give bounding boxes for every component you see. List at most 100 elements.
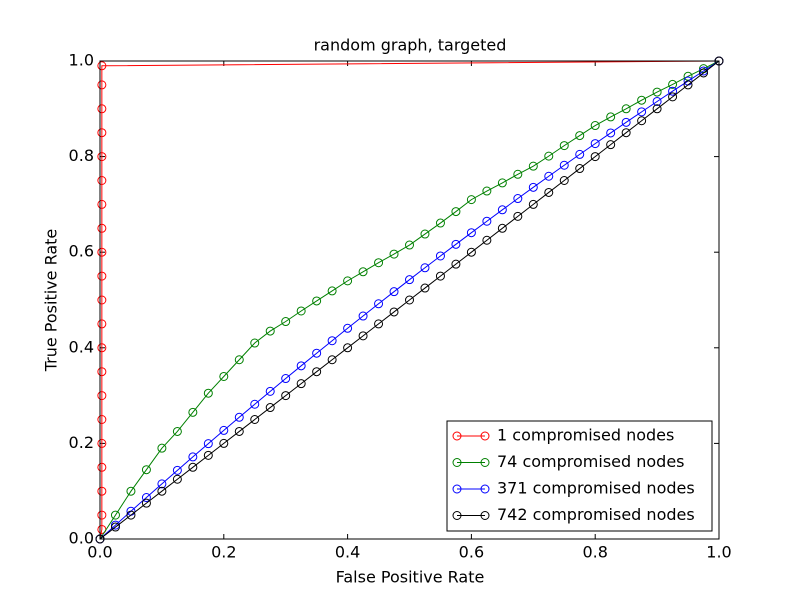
- data-point: [637, 116, 647, 126]
- data-point: [652, 96, 662, 106]
- data-point: [513, 211, 523, 221]
- data-point: [435, 218, 445, 228]
- data-point: [296, 361, 306, 371]
- data-point: [559, 160, 569, 170]
- data-point: [590, 152, 600, 162]
- legend-marker: [452, 458, 462, 467]
- data-point: [312, 367, 322, 377]
- data-point: [683, 80, 693, 90]
- data-point: [389, 307, 399, 317]
- legend-marker: [452, 484, 462, 494]
- legend-marker: [480, 484, 490, 494]
- data-point: [97, 367, 107, 377]
- data-point: [358, 331, 368, 341]
- data-point: [343, 323, 353, 333]
- data-point: [590, 139, 600, 149]
- data-point: [544, 187, 554, 197]
- y-tick-label: 0.0: [69, 529, 94, 548]
- data-point: [420, 229, 430, 239]
- data-point: [141, 465, 151, 475]
- data-point: [172, 426, 182, 436]
- data-point: [157, 443, 167, 453]
- data-point: [389, 249, 399, 259]
- data-point: [312, 296, 322, 306]
- data-point: [466, 195, 476, 205]
- legend-marker: [452, 431, 462, 441]
- data-point: [621, 117, 631, 127]
- y-tick-label: 0.6: [69, 242, 94, 261]
- data-point: [281, 317, 291, 327]
- data-point: [172, 474, 182, 484]
- data-point: [668, 86, 678, 96]
- data-point: [265, 403, 275, 413]
- data-point: [172, 465, 182, 475]
- data-point: [405, 295, 414, 305]
- data-point: [668, 79, 678, 89]
- data-point: [513, 194, 523, 204]
- y-tick-label: 1.0: [69, 51, 94, 70]
- data-point: [374, 319, 384, 329]
- data-point: [203, 388, 213, 398]
- data-point: [420, 283, 430, 293]
- plot-frame: [99, 60, 720, 540]
- data-point: [652, 87, 662, 97]
- data-point: [97, 486, 107, 496]
- data-point: [234, 412, 244, 422]
- data-point: [482, 216, 492, 226]
- data-point: [606, 140, 616, 150]
- data-point: [97, 199, 107, 209]
- data-point: [97, 152, 107, 162]
- data-point: [97, 247, 107, 257]
- x-tick-label: 0.6: [459, 543, 484, 562]
- data-point: [281, 374, 291, 384]
- data-point: [281, 391, 291, 401]
- data-point: [97, 343, 107, 353]
- legend-box: [446, 420, 713, 532]
- data-point: [157, 479, 167, 489]
- data-point: [188, 462, 198, 472]
- data-point: [358, 267, 368, 277]
- y-axis-label: True Positive Rate: [42, 229, 61, 373]
- data-point: [110, 522, 120, 532]
- data-point: [250, 338, 260, 348]
- data-point: [513, 169, 523, 179]
- data-point: [234, 426, 244, 436]
- data-point: [699, 68, 709, 78]
- data-point: [97, 462, 107, 472]
- data-point: [97, 271, 107, 281]
- data-point: [405, 240, 414, 250]
- data-point: [97, 128, 107, 138]
- legend-marker: [480, 458, 490, 467]
- data-point: [544, 151, 554, 161]
- data-point: [97, 438, 107, 448]
- data-point: [637, 95, 647, 105]
- data-point: [621, 104, 631, 114]
- data-point: [97, 176, 107, 185]
- data-point: [559, 176, 569, 185]
- data-point: [389, 287, 399, 297]
- data-point: [559, 141, 569, 151]
- data-point: [528, 199, 538, 209]
- legend-label: 742 compromised nodes: [497, 505, 695, 524]
- series-line: [99, 60, 720, 540]
- data-point: [544, 171, 554, 181]
- data-point: [575, 131, 585, 141]
- data-point: [621, 128, 631, 138]
- data-point: [219, 438, 229, 448]
- data-point: [327, 286, 337, 296]
- data-point: [141, 493, 151, 503]
- data-point: [141, 498, 151, 508]
- data-point: [97, 223, 107, 233]
- legend-label: 371 compromised nodes: [497, 479, 695, 498]
- data-point: [219, 425, 229, 435]
- data-point: [466, 247, 476, 257]
- legend-label: 1 compromised nodes: [497, 426, 674, 445]
- x-tick-label: 0.4: [335, 543, 360, 562]
- data-point: [435, 271, 445, 281]
- data-point: [126, 486, 136, 496]
- data-point: [668, 92, 678, 102]
- data-point: [296, 306, 306, 316]
- data-point: [683, 71, 693, 81]
